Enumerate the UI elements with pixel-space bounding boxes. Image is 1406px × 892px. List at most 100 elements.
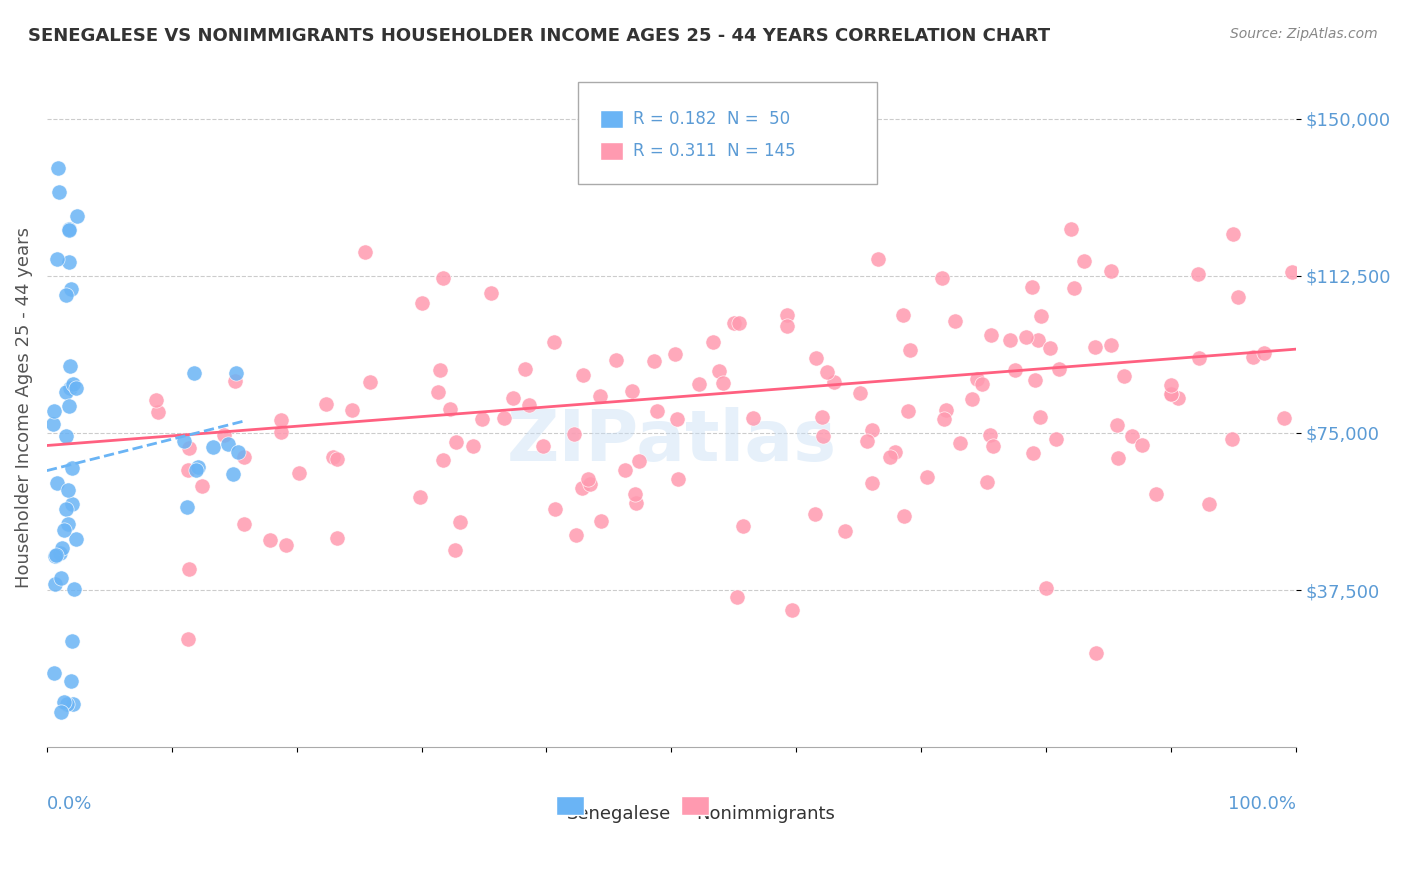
FancyBboxPatch shape	[682, 796, 709, 815]
Point	[723, 317, 745, 331]
Point	[934, 412, 956, 426]
Point	[976, 475, 998, 490]
Point	[432, 452, 454, 467]
FancyBboxPatch shape	[557, 796, 583, 815]
Text: 100.0%: 100.0%	[1227, 795, 1296, 813]
Point	[1222, 227, 1244, 241]
Point	[1187, 267, 1209, 281]
Point	[543, 334, 565, 349]
Point	[935, 403, 957, 417]
Point	[58, 400, 80, 414]
Point	[1059, 221, 1081, 235]
Point	[727, 316, 749, 330]
Point	[326, 532, 349, 546]
Point	[1039, 341, 1062, 355]
Point	[823, 375, 845, 389]
Point	[479, 286, 502, 301]
Point	[811, 429, 834, 443]
Point	[232, 450, 254, 464]
Point	[731, 519, 754, 533]
Point	[326, 452, 349, 467]
Point	[741, 411, 763, 425]
Point	[1073, 253, 1095, 268]
Point	[848, 385, 870, 400]
Point	[1031, 309, 1053, 323]
Point	[571, 481, 593, 495]
Point	[353, 245, 375, 260]
Point	[409, 490, 432, 504]
Point	[949, 436, 972, 450]
Point	[943, 314, 966, 328]
Point	[55, 429, 77, 443]
Point	[145, 392, 167, 407]
Point	[48, 185, 70, 199]
Point	[177, 562, 200, 576]
Point	[63, 582, 86, 597]
Point	[688, 377, 710, 392]
Point	[270, 425, 292, 440]
Point	[225, 366, 247, 380]
Point	[176, 500, 198, 515]
Point	[966, 372, 988, 386]
Point	[60, 461, 83, 475]
Point	[53, 695, 76, 709]
Point	[1253, 346, 1275, 360]
Point	[1160, 387, 1182, 401]
Text: R = 0.311  N = 145: R = 0.311 N = 145	[633, 143, 796, 161]
Point	[665, 411, 688, 425]
Point	[342, 403, 364, 417]
Point	[276, 538, 298, 552]
Point	[288, 467, 311, 481]
Point	[810, 410, 832, 425]
Point	[59, 282, 82, 296]
Point	[883, 444, 905, 458]
Point	[55, 697, 77, 711]
Point	[643, 354, 665, 368]
Point	[513, 362, 536, 376]
Point	[439, 401, 461, 416]
Point	[860, 423, 883, 437]
Point	[60, 633, 83, 648]
Point	[1107, 418, 1129, 433]
Point	[1107, 451, 1129, 466]
Point	[1112, 369, 1135, 384]
Point	[44, 404, 66, 418]
Point	[1272, 410, 1295, 425]
Point	[62, 697, 84, 711]
Point	[589, 514, 612, 528]
Point	[780, 603, 803, 617]
Text: R = 0.182  N =  50: R = 0.182 N = 50	[633, 111, 790, 128]
Point	[315, 397, 337, 411]
Point	[627, 453, 650, 467]
Point	[562, 426, 585, 441]
Point	[1227, 290, 1250, 304]
Point	[1220, 433, 1243, 447]
Point	[725, 590, 748, 604]
Point	[1241, 350, 1264, 364]
Point	[1022, 446, 1045, 460]
Point	[647, 403, 669, 417]
Point	[666, 472, 689, 486]
Point	[191, 479, 214, 493]
Point	[60, 497, 83, 511]
Point	[898, 343, 921, 357]
Point	[59, 359, 82, 374]
Point	[44, 549, 66, 563]
Point	[1021, 279, 1043, 293]
Point	[565, 528, 588, 542]
Point	[1167, 391, 1189, 405]
Point	[46, 252, 69, 266]
Point	[226, 445, 249, 459]
Point	[259, 533, 281, 548]
Point	[212, 428, 235, 442]
Point	[55, 385, 77, 400]
Point	[60, 674, 83, 689]
Point	[444, 435, 467, 450]
Point	[44, 577, 66, 591]
Point	[444, 543, 467, 558]
Point	[776, 319, 799, 334]
Point	[217, 437, 239, 451]
Point	[42, 417, 65, 431]
Point	[1160, 378, 1182, 392]
Point	[177, 462, 200, 476]
